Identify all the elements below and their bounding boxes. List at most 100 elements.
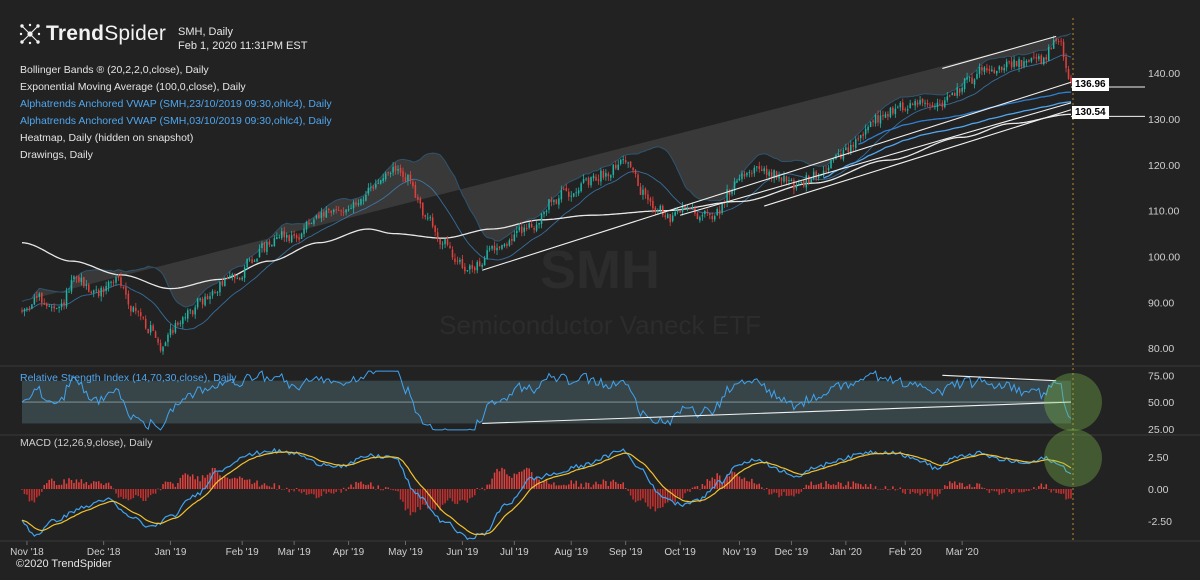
candle-body [503, 244, 506, 247]
candle-body [473, 267, 476, 271]
candle-body [112, 282, 115, 283]
macd-histogram-bar [263, 483, 266, 489]
macd-histogram-bar [283, 489, 286, 490]
macd-histogram-bar [760, 487, 763, 489]
candle-body [560, 190, 563, 200]
candle-body [963, 78, 966, 90]
macd-histogram-bar [174, 486, 177, 489]
macd-histogram-bar [318, 489, 320, 498]
macd-histogram-bar [713, 479, 716, 489]
candle-body [919, 100, 921, 105]
macd-histogram-bar [379, 489, 382, 491]
macd-histogram-bar [271, 487, 273, 489]
candle-body [877, 115, 879, 123]
macd-histogram-bar [676, 489, 679, 497]
candle-body [328, 209, 330, 211]
macd-histogram-bar [481, 487, 483, 489]
x-axis-label: Mar '19 [278, 547, 311, 558]
candle-body [624, 160, 627, 163]
macd-histogram-bar [45, 483, 48, 489]
macd-histogram-bar [743, 477, 746, 489]
macd-highlight-circle [1044, 429, 1102, 487]
macd-histogram-bar [726, 474, 728, 489]
candle-body [530, 224, 533, 228]
candle-body [424, 215, 427, 217]
macd-histogram-bar [75, 479, 78, 489]
macd-histogram-bar [491, 478, 493, 489]
indicator-bollinger[interactable]: Bollinger Bands ® (20,2,2,0,close), Dail… [20, 64, 209, 76]
candle-body [570, 195, 573, 197]
macd-histogram-bar [135, 489, 137, 496]
candle-body [88, 284, 90, 292]
candle-body [28, 307, 31, 309]
macd-histogram-bar [1052, 489, 1055, 491]
x-axis-label: Mar '20 [946, 547, 979, 558]
macd-histogram-bar [535, 477, 538, 489]
macd-histogram-bar [204, 477, 206, 489]
macd-histogram-bar [723, 479, 726, 489]
macd-histogram-bar [657, 489, 659, 509]
candle-body [365, 194, 367, 201]
macd-histogram-bar [874, 486, 877, 489]
macd-histogram-bar [540, 483, 543, 489]
candle-body [716, 209, 718, 216]
candle-body [238, 277, 241, 280]
candle-body [347, 209, 350, 211]
macd-histogram-bar [770, 489, 773, 495]
candle-body [669, 214, 671, 223]
macd-histogram-bar [88, 485, 90, 489]
macd-histogram-bar [798, 489, 800, 494]
candle-body [268, 241, 271, 245]
macd-histogram-bar [281, 489, 283, 490]
candle-body [41, 292, 43, 303]
candle-body [936, 102, 939, 107]
macd-histogram-bar [936, 489, 939, 497]
candle-body [582, 179, 585, 183]
indicator-drawings[interactable]: Drawings, Daily [20, 149, 93, 161]
candle-body [404, 177, 407, 182]
candle-body [342, 211, 345, 213]
candle-body [882, 114, 884, 117]
indicator-vwap-oct23[interactable]: Alphatrends Anchored VWAP (SMH,23/10/201… [20, 98, 332, 110]
candle-body [728, 189, 731, 195]
candle-body [854, 139, 857, 148]
indicator-vwap-oct03[interactable]: Alphatrends Anchored VWAP (SMH,03/10/201… [20, 115, 332, 127]
macd-histogram-bar [753, 483, 756, 489]
indicator-ema[interactable]: Exponential Moving Average (100,0,close)… [20, 81, 246, 93]
macd-tick-label: 2.50 [1148, 452, 1169, 464]
candle-body [1035, 57, 1038, 59]
candle-body [278, 237, 281, 239]
candle-body [926, 103, 929, 105]
candle-body [456, 260, 459, 262]
candle-body [102, 288, 105, 293]
macd-histogram-bar [404, 489, 407, 511]
macd-histogram-bar [924, 489, 926, 492]
macd-histogram-bar [325, 489, 328, 494]
candle-body [394, 165, 397, 171]
macd-histogram-bar [127, 489, 130, 501]
macd-histogram-bar [461, 489, 464, 500]
candle-body [897, 107, 899, 109]
macd-histogram-bar [21, 489, 23, 490]
indicator-heatmap[interactable]: Heatmap, Daily (hidden on snapshot) [20, 132, 194, 144]
macd-histogram-bar [50, 478, 53, 489]
candle-body [778, 176, 780, 179]
candle-body [852, 144, 855, 147]
candle-body [827, 167, 830, 171]
macd-histogram-bar [342, 487, 345, 489]
candle-body [768, 171, 770, 176]
candle-body [961, 87, 963, 92]
candle-body [389, 173, 392, 174]
candle-body [125, 287, 127, 295]
macd-histogram-bar [36, 489, 38, 498]
candle-body [501, 245, 503, 249]
candle-body [704, 210, 706, 214]
macd-histogram-bar [340, 489, 342, 493]
candle-body [481, 264, 483, 267]
macd-histogram-bar [70, 480, 73, 489]
candle-body [1013, 59, 1015, 67]
rsi-trendline-0 [482, 401, 1072, 424]
macd-histogram-bar [137, 489, 140, 497]
macd-histogram-bar [211, 467, 214, 489]
price-tick-label: 140.00 [1148, 68, 1180, 80]
